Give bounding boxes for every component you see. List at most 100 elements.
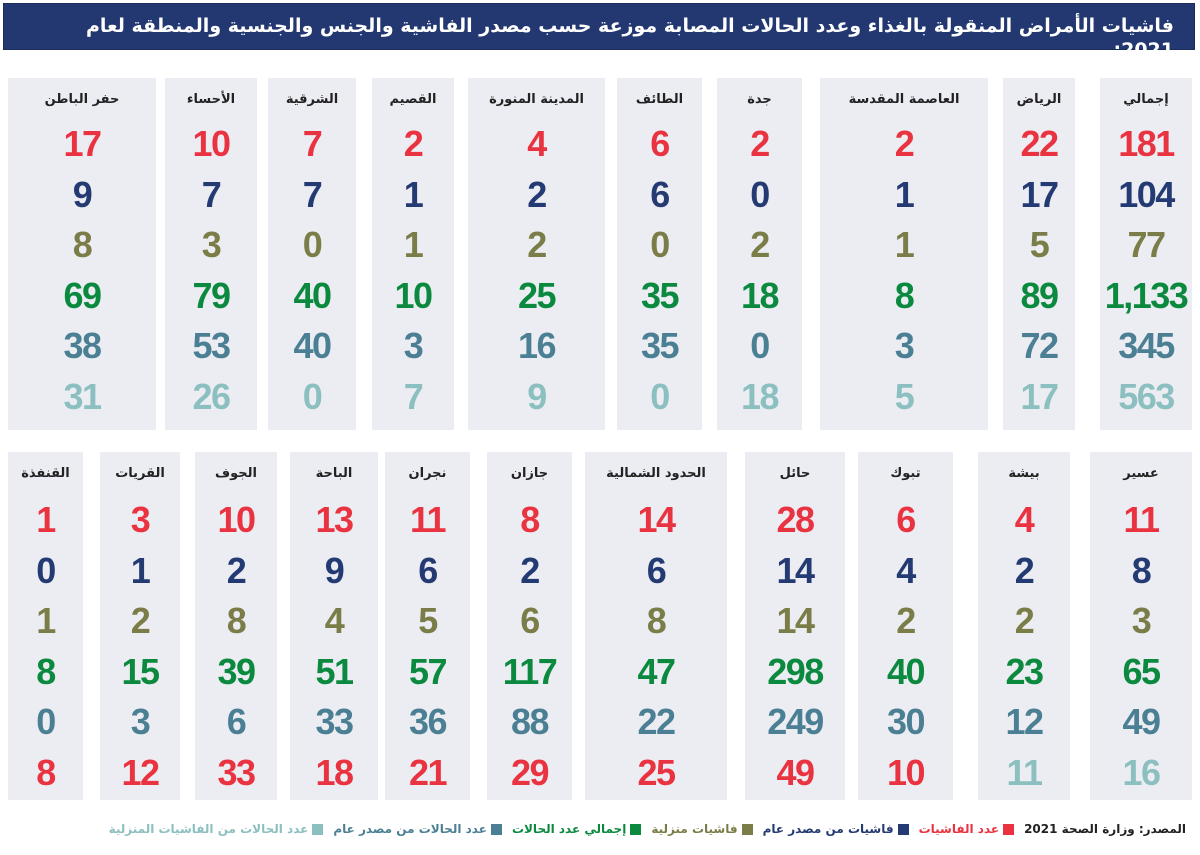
- legend-item: فاشيات منزلية: [651, 822, 753, 836]
- value-public-cases: 12: [1005, 701, 1044, 742]
- region-column: المدينة المنورة 4 2 2 25 16 9: [468, 78, 605, 430]
- legend-swatch-icon: [897, 823, 909, 835]
- value-public: 104: [1118, 173, 1175, 215]
- value-outbreaks: 8: [520, 499, 540, 540]
- region-name: جازان: [510, 466, 549, 481]
- value-outbreaks: 17: [63, 123, 102, 164]
- value-home-cases: 7: [403, 375, 424, 417]
- value-public: 0: [36, 549, 56, 591]
- region-name: القنفذة: [21, 466, 70, 481]
- value-public: 9: [72, 173, 93, 215]
- region-name: نجران: [408, 466, 447, 481]
- legend-swatch-icon: [312, 823, 324, 835]
- legend-label: فاشيات منزلية: [651, 822, 738, 836]
- value-public-cases: 16: [517, 325, 557, 366]
- value-outbreaks: 2: [750, 123, 770, 164]
- value-public: 17: [1020, 173, 1059, 215]
- value-public-cases: 35: [640, 325, 680, 366]
- region-column: الرياض 22 17 5 89 72 17: [1003, 78, 1075, 430]
- value-home: 2: [130, 600, 151, 641]
- value-home-cases: 21: [408, 751, 448, 793]
- value-outbreaks: 10: [217, 499, 256, 540]
- value-total-cases: 25: [517, 274, 557, 316]
- region-name: الطائف: [635, 92, 684, 107]
- value-outbreaks: 10: [192, 123, 231, 164]
- value-home-cases: 29: [510, 751, 550, 793]
- legend-swatch-icon: [490, 823, 502, 835]
- value-outbreaks: 28: [776, 499, 815, 540]
- legend-item: عدد الحالات من مصدر عام: [333, 822, 502, 836]
- value-outbreaks: 1: [36, 499, 56, 540]
- value-outbreaks: 13: [315, 499, 354, 540]
- value-public: 6: [418, 549, 438, 591]
- region-name: الرياض: [1016, 92, 1062, 107]
- value-public: 1: [130, 549, 151, 591]
- value-total-cases: 57: [408, 650, 448, 692]
- region-name: القصيم: [389, 92, 437, 107]
- legend-swatch-icon: [741, 823, 753, 835]
- region-name: الشرقية: [285, 92, 339, 107]
- value-public: 4: [896, 549, 916, 591]
- value-home-cases: 49: [776, 751, 815, 793]
- value-home: 0: [650, 224, 670, 265]
- value-home-cases: 18: [740, 375, 780, 417]
- value-outbreaks: 181: [1118, 123, 1175, 164]
- legend-label: إجمالي عدد الحالات: [511, 822, 627, 836]
- value-public-cases: 33: [315, 701, 354, 742]
- value-public-cases: 0: [750, 325, 770, 366]
- value-public: 1: [403, 173, 424, 215]
- region-column: نجران 11 6 5 57 36 21: [385, 452, 470, 800]
- value-home-cases: 33: [217, 751, 256, 793]
- value-public-cases: 22: [637, 701, 676, 742]
- region-name: القريات: [115, 466, 165, 481]
- region-column: تبوك 6 4 2 40 30 10: [858, 452, 953, 800]
- value-home: 4: [324, 600, 345, 641]
- value-public-cases: 6: [226, 701, 247, 742]
- value-home-cases: 17: [1020, 375, 1059, 417]
- region-name: جدة: [747, 92, 772, 107]
- value-public: 2: [520, 549, 540, 591]
- value-home: 5: [418, 600, 438, 641]
- legend-label: عدد الفاشيات: [918, 822, 1000, 836]
- value-public-cases: 249: [767, 701, 824, 742]
- region-column: إجمالي 181 104 77 1,133 345 563: [1100, 78, 1192, 430]
- value-outbreaks: 4: [527, 123, 547, 164]
- value-public: 2: [226, 549, 247, 591]
- legend-item: فاشيات من مصدر عام: [763, 822, 909, 836]
- region-name: تبوك: [890, 466, 921, 481]
- value-home-cases: 16: [1122, 751, 1161, 793]
- value-total-cases: 51: [315, 650, 354, 692]
- legend-label: فاشيات من مصدر عام: [762, 822, 894, 836]
- value-total-cases: 15: [121, 650, 160, 692]
- value-home: 2: [896, 600, 916, 641]
- region-name: الباحة: [315, 466, 353, 481]
- value-home-cases: 5: [894, 375, 915, 417]
- value-home-cases: 26: [192, 375, 231, 417]
- value-public: 0: [750, 173, 770, 215]
- legend-swatch-icon: [1003, 823, 1015, 835]
- value-public-cases: 3: [403, 325, 424, 366]
- value-home: 6: [520, 600, 540, 641]
- region-column: العاصمة المقدسة 2 1 1 8 3 5: [820, 78, 988, 430]
- value-home-cases: 9: [527, 375, 547, 417]
- value-home-cases: 12: [121, 751, 160, 793]
- legend-label: عدد الحالات من مصدر عام: [333, 822, 487, 836]
- value-outbreaks: 6: [896, 499, 916, 540]
- value-home: 1: [403, 224, 424, 265]
- region-name: العاصمة المقدسة: [848, 92, 960, 107]
- value-total-cases: 65: [1122, 650, 1161, 692]
- value-home: 3: [1131, 600, 1152, 641]
- value-home-cases: 8: [36, 751, 56, 793]
- value-home: 8: [226, 600, 247, 641]
- value-total-cases: 40: [293, 274, 332, 316]
- value-home: 77: [1127, 224, 1166, 265]
- legend-item: عدد الفاشيات: [919, 822, 1015, 836]
- source-note: المصدر: وزارة الصحة 2021: [1024, 822, 1186, 836]
- value-public-cases: 72: [1020, 325, 1059, 366]
- value-outbreaks: 2: [403, 123, 424, 164]
- value-outbreaks: 7: [302, 123, 323, 164]
- value-total-cases: 117: [502, 650, 558, 692]
- value-public-cases: 3: [894, 325, 915, 366]
- value-public-cases: 3: [130, 701, 151, 742]
- value-public: 1: [894, 173, 915, 215]
